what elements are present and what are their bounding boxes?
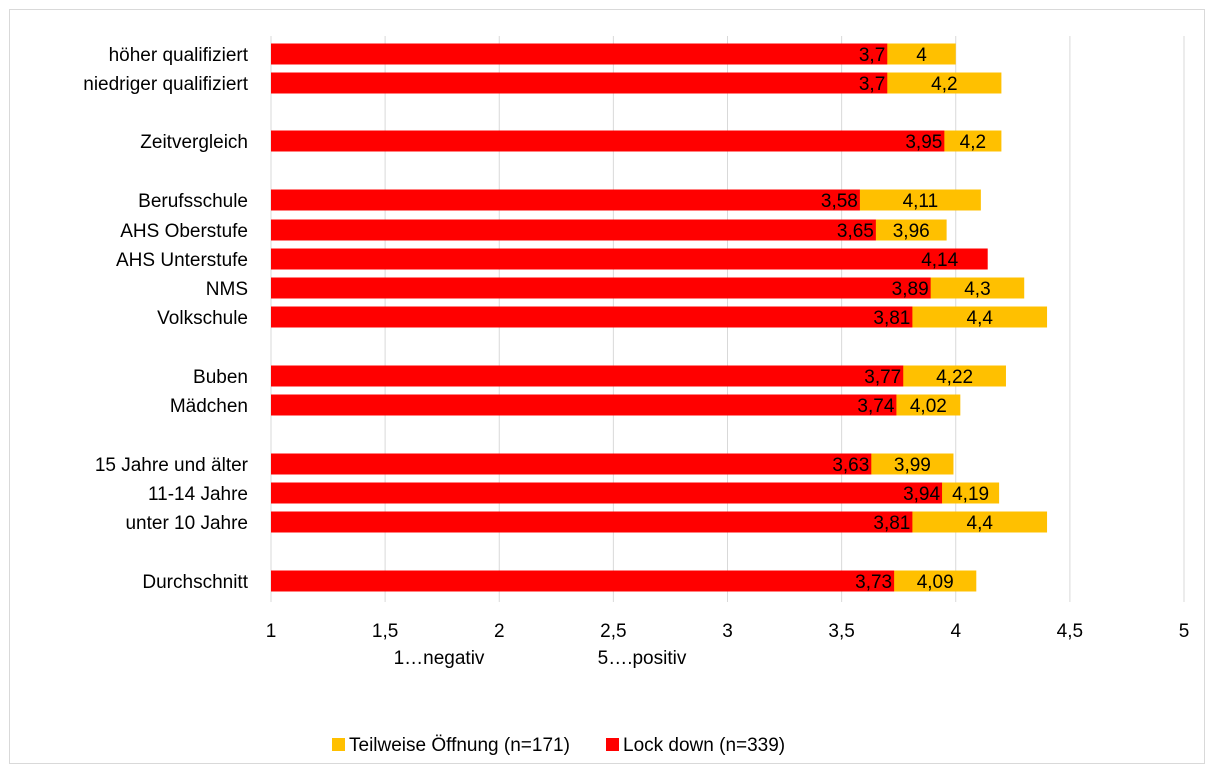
- data-label-teilweise-oeffnung: 4: [916, 45, 927, 66]
- bar-lock-down: [271, 365, 904, 387]
- data-label-lock-down: 3,81: [873, 308, 910, 329]
- data-label-lock-down: 3,81: [873, 513, 910, 534]
- data-label-lock-down: 3,77: [864, 367, 901, 388]
- category-label: 11-14 Jahre: [148, 484, 248, 505]
- data-label-lock-down: 3,63: [832, 455, 869, 476]
- data-label-teilweise-oeffnung: 4,4: [967, 513, 994, 534]
- bar-lock-down: [271, 189, 860, 211]
- x-tick-label: 3: [722, 621, 733, 642]
- data-label-teilweise-oeffnung: 3,99: [894, 455, 931, 476]
- bar-lock-down: [271, 482, 943, 504]
- data-label-teilweise-oeffnung: 4,09: [917, 572, 954, 593]
- legend-label-teilweise: Teilweise Öffnung (n=171): [349, 735, 570, 756]
- data-label-teilweise-oeffnung: 4,2: [960, 132, 986, 153]
- category-label: Buben: [193, 367, 248, 388]
- category-label: niedriger qualifiziert: [83, 74, 248, 95]
- bar-lock-down: [271, 453, 872, 475]
- bar-lock-down: [271, 277, 931, 299]
- data-label-lock-down: 3,58: [821, 191, 858, 212]
- bar-lock-down: [271, 219, 876, 241]
- category-label: Volkschule: [157, 308, 248, 329]
- category-label: höher qualifiziert: [109, 45, 249, 66]
- data-labels: 3,7 43,7 4,23,95 4,23,58 4,113,65 3,964,143,8…: [821, 45, 993, 593]
- x-tick-label: 2,5: [600, 621, 626, 642]
- data-label-teilweise-oeffnung: 4,02: [910, 396, 947, 417]
- category-label: AHS Oberstufe: [120, 221, 248, 242]
- data-label-teilweise-oeffnung: 3,96: [893, 221, 930, 242]
- category-label: AHS Unterstufe: [116, 250, 248, 271]
- bar-lock-down: [271, 394, 897, 416]
- bar-lock-down: [271, 570, 895, 592]
- category-label: Mädchen: [170, 396, 248, 417]
- category-label: 15 Jahre und älter: [95, 455, 249, 476]
- category-label: Durchschnitt: [142, 572, 248, 593]
- data-label-teilweise-oeffnung: 4,2: [931, 74, 957, 95]
- bar-lock-down: [271, 248, 988, 270]
- bar-lock-down: [271, 72, 888, 94]
- legend-label-lockdown: Lock down (n=339): [623, 735, 785, 756]
- data-label-lock-down: 3,7: [859, 74, 885, 95]
- x-tick-label: 3,5: [828, 621, 854, 642]
- data-label-lock-down: 4,14: [921, 250, 958, 271]
- axis-notes: 1…negativ 5….positiv: [394, 648, 687, 669]
- data-label-lock-down: 3,89: [892, 279, 929, 300]
- category-labels: höher qualifiziert niedriger qualifiziert…: [83, 45, 248, 593]
- x-tick-label: 5: [1179, 621, 1190, 642]
- category-label: unter 10 Jahre: [125, 513, 248, 534]
- data-label-lock-down: 3,7: [859, 45, 885, 66]
- data-label-lock-down: 3,94: [903, 484, 940, 505]
- data-label-teilweise-oeffnung: 4,3: [964, 279, 990, 300]
- category-label: Berufsschule: [138, 191, 248, 212]
- x-tick-labels: 1 1,5 2 2,5 3 3,5 4 4,5 5: [266, 621, 1190, 642]
- x-tick-label: 1,5: [372, 621, 398, 642]
- data-label-lock-down: 3,74: [857, 396, 894, 417]
- data-label-teilweise-oeffnung: 4,22: [936, 367, 973, 388]
- bar-lock-down: [271, 43, 888, 65]
- category-label: Zeitvergleich: [140, 132, 248, 153]
- bar-chart: höher qualifiziert niedriger qualifiziert…: [83, 36, 1190, 756]
- data-label-teilweise-oeffnung: 4,4: [967, 308, 994, 329]
- x-tick-label: 4,5: [1057, 621, 1083, 642]
- x-tick-label: 2: [494, 621, 505, 642]
- bar-lock-down: [271, 511, 913, 533]
- data-label-teilweise-oeffnung: 4,11: [903, 191, 939, 212]
- bar-lock-down: [271, 130, 945, 152]
- category-label: NMS: [206, 279, 248, 300]
- data-label-lock-down: 3,73: [855, 572, 892, 593]
- bars: [271, 43, 1048, 592]
- chart-frame: höher qualifiziert niedriger qualifiziert…: [9, 9, 1205, 764]
- legend-swatch-teilweise: [332, 738, 345, 751]
- x-tick-label: 1: [266, 621, 277, 642]
- bar-lock-down: [271, 306, 913, 328]
- legend: Teilweise Öffnung (n=171) Lock down (n=3…: [332, 735, 785, 756]
- data-label-lock-down: 3,65: [837, 221, 874, 242]
- legend-swatch-lockdown: [606, 738, 619, 751]
- axis-note-negative: 1…negativ: [394, 648, 485, 669]
- data-label-lock-down: 3,95: [905, 132, 942, 153]
- axis-note-positive: 5….positiv: [598, 648, 687, 669]
- data-label-teilweise-oeffnung: 4,19: [952, 484, 989, 505]
- x-tick-label: 4: [950, 621, 961, 642]
